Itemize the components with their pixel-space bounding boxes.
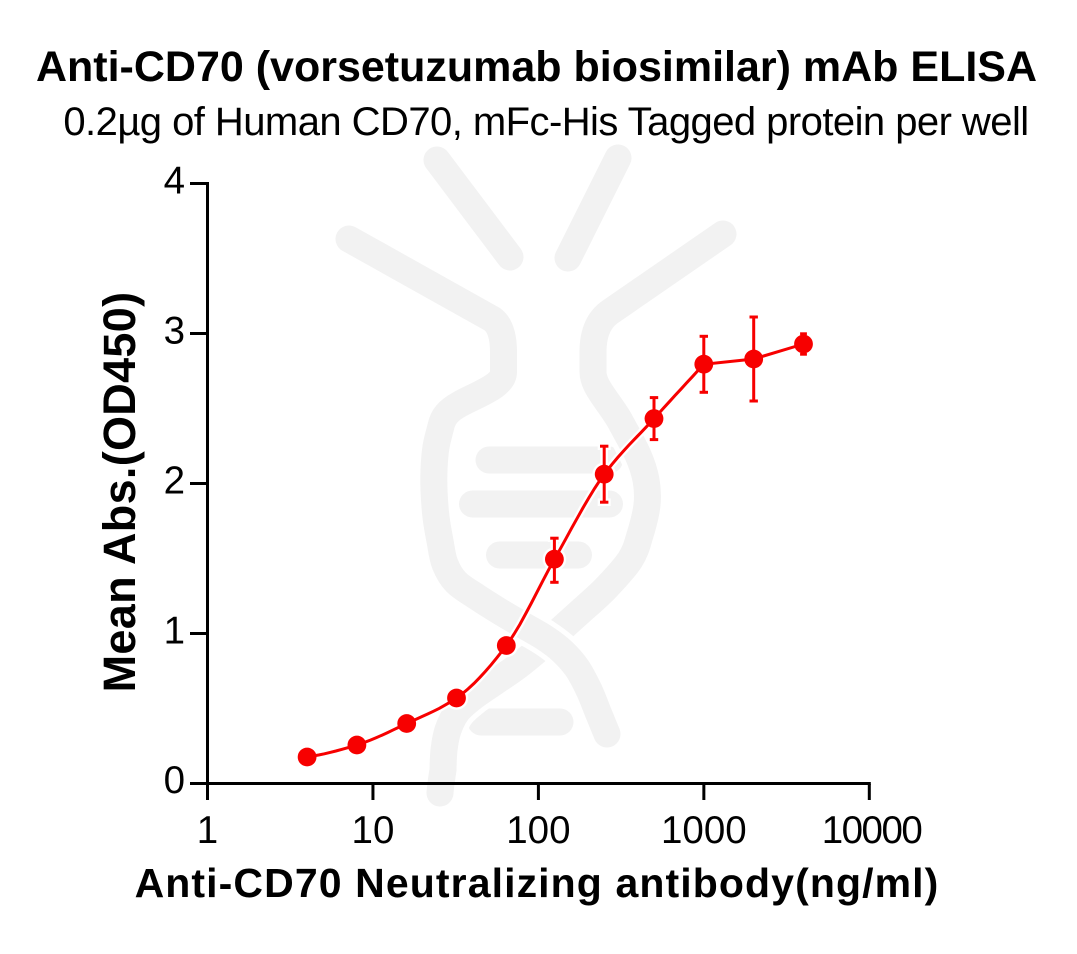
svg-text:1000: 1000 xyxy=(661,809,747,852)
svg-text:2: 2 xyxy=(164,459,185,502)
svg-text:Anti-CD70 Neutralizing antibod: Anti-CD70 Neutralizing antibody(ng/ml) xyxy=(135,860,940,906)
svg-text:10000: 10000 xyxy=(822,809,922,852)
svg-text:100: 100 xyxy=(506,809,570,852)
svg-text:0: 0 xyxy=(164,759,185,802)
svg-text:Mean Abs.(OD450): Mean Abs.(OD450) xyxy=(94,292,145,693)
svg-text:10: 10 xyxy=(352,809,395,852)
svg-text:4: 4 xyxy=(164,159,185,202)
svg-text:3: 3 xyxy=(164,309,185,352)
svg-text:0.2µg of Human CD70, mFc-His T: 0.2µg of Human CD70, mFc-His Tagged prot… xyxy=(63,100,1028,144)
svg-text:1: 1 xyxy=(164,609,185,652)
svg-text:Anti-CD70 (vorsetuzumab biosim: Anti-CD70 (vorsetuzumab biosimilar) mAb … xyxy=(36,43,1037,91)
svg-text:1: 1 xyxy=(197,809,218,852)
